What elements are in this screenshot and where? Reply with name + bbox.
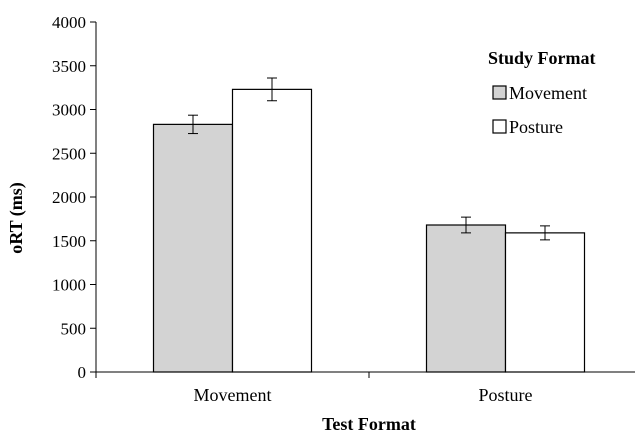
y-tick-label: 0 (78, 363, 87, 382)
bars (152, 88, 586, 373)
x-axis-ticks (95, 372, 370, 378)
x-axis-title: Test Format (322, 414, 416, 434)
bar-posture-posture (504, 232, 586, 373)
y-tick-label: 2000 (52, 188, 86, 207)
error-bar (267, 77, 277, 102)
y-axis-title: oRT (ms) (6, 182, 27, 254)
bar-movement-posture (425, 224, 507, 373)
y-tick-label: 2500 (52, 144, 86, 163)
legend-label-posture: Posture (509, 117, 563, 137)
error-bars (188, 77, 550, 241)
y-tick-label: 3500 (52, 57, 86, 76)
legend: Study Format Movement Posture (488, 48, 596, 137)
bar-movement-movement (152, 123, 234, 373)
error-bar (540, 225, 550, 241)
legend-swatch-posture (492, 119, 507, 134)
y-axis-ticks: 0 500 1000 1500 2000 2500 3000 3500 4000 (52, 13, 96, 382)
error-bar (188, 114, 198, 135)
x-axis-category-labels: Movement Posture (194, 385, 533, 405)
x-category-label: Movement (194, 385, 272, 405)
y-tick-label: 500 (61, 319, 87, 338)
bar-posture-movement (231, 88, 313, 373)
y-tick-label: 1500 (52, 232, 86, 251)
legend-label-movement: Movement (509, 83, 587, 103)
legend-swatch-movement (492, 85, 507, 100)
y-tick-label: 4000 (52, 13, 86, 32)
y-tick-label: 1000 (52, 276, 86, 295)
y-tick-label: 3000 (52, 101, 86, 120)
legend-title: Study Format (488, 48, 596, 68)
x-category-label: Posture (479, 385, 533, 405)
error-bar (461, 216, 471, 234)
